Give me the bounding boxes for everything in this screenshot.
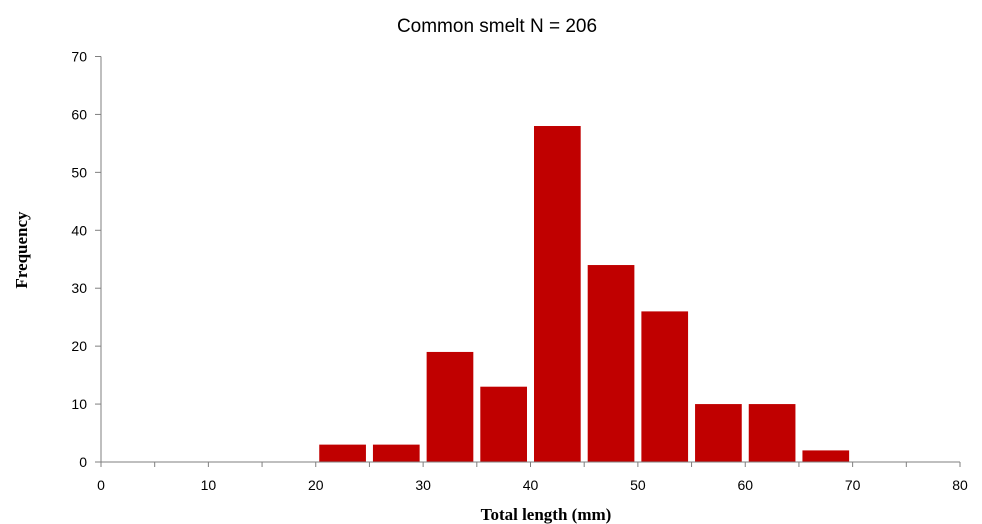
y-tick-label-20: 20 [71, 338, 87, 354]
bar-60 [695, 404, 742, 462]
bar-70 [802, 450, 850, 462]
x-tick-label-50: 50 [630, 477, 646, 493]
bar-25 [319, 444, 366, 462]
x-tick-label-80: 80 [952, 477, 968, 493]
bar-35 [426, 351, 474, 462]
bars-layer [319, 126, 850, 462]
y-tick-label-30: 30 [71, 280, 87, 296]
x-tick-label-0: 0 [97, 477, 105, 493]
y-tick-labels: 0 10 20 30 40 50 60 70 [71, 49, 87, 471]
bar-40 [480, 386, 527, 462]
y-tick-label-40: 40 [71, 222, 87, 238]
bar-65 [748, 404, 796, 462]
y-tick-label-60: 60 [71, 106, 87, 122]
x-tick-label-70: 70 [845, 477, 861, 493]
y-tick-label-0: 0 [79, 454, 87, 470]
x-tick-label-60: 60 [737, 477, 753, 493]
y-axis-title: Frequency [12, 211, 31, 289]
x-tick-label-30: 30 [415, 477, 431, 493]
x-tick-labels: 0 10 20 30 40 50 60 70 80 [97, 477, 968, 493]
bar-55 [641, 311, 689, 462]
chart-title: Common smelt N = 206 [397, 16, 597, 37]
bar-50 [587, 265, 635, 462]
y-tick-label-10: 10 [71, 396, 87, 412]
bar-45 [534, 126, 581, 462]
x-axis-title: Total length (mm) [481, 505, 612, 524]
axes-layer [95, 56, 961, 467]
y-tick-label-50: 50 [71, 164, 87, 180]
x-tick-label-10: 10 [201, 477, 217, 493]
y-tick-label-70: 70 [71, 49, 87, 65]
bar-30 [372, 444, 420, 462]
x-tick-label-20: 20 [308, 477, 324, 493]
x-tick-label-40: 40 [523, 477, 539, 493]
